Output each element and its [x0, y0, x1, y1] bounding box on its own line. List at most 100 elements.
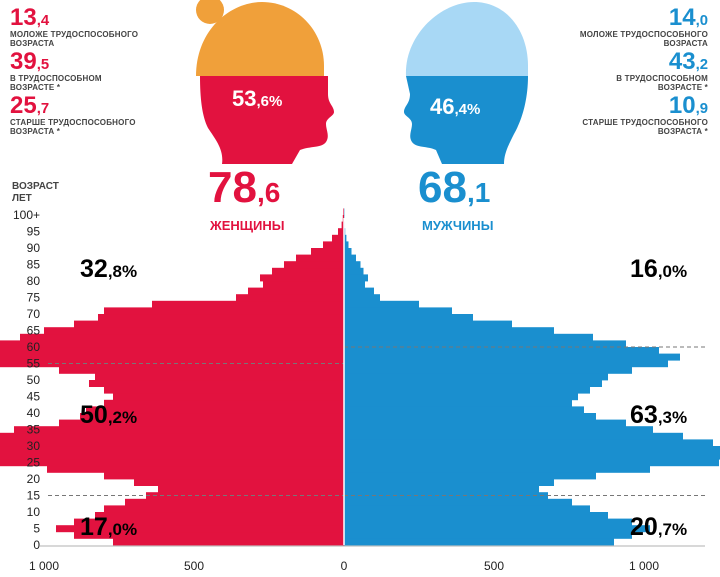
- women-pct-old: 32,8%: [80, 255, 137, 283]
- women-bars: [0, 208, 344, 546]
- women-bar-age-20: [104, 472, 344, 480]
- age-tick-label: 50: [27, 373, 41, 387]
- women-bar-age-24: [0, 459, 344, 467]
- men-bar-age-20: [344, 472, 596, 480]
- men-bar-age-64: [344, 327, 554, 335]
- men-label: МУЖЧИНЫ: [422, 218, 494, 233]
- men-bar-age-58: [344, 347, 659, 354]
- women-bar-age-26: [0, 452, 344, 460]
- men-bar-age-50: [344, 373, 608, 381]
- men-bar-age-56: [344, 353, 680, 361]
- women-pct-working: 50,2%: [80, 401, 137, 429]
- women-bar-age-84: [284, 261, 344, 269]
- women-stats: 13,4 МОЛОЖЕ ТРУДОСПОСОБНОГО ВОЗРАСТА 39,…: [10, 6, 160, 137]
- women-bar-age-76: [248, 287, 344, 295]
- women-stat-old-label: СТАРШЕ ТРУДОСПОСОБНОГО ВОЗРАСТА *: [10, 118, 136, 136]
- age-axis: 0 5 10 15 20 25 30 35 40 45 50 55 60 65 70 75 80 85 90 95 10…: [13, 208, 40, 552]
- women-bar-age-86: [296, 254, 344, 262]
- men-bar-age-82: [344, 267, 364, 275]
- men-pct-working: 63,3%: [630, 401, 687, 429]
- women-bar-age-44: [113, 393, 344, 401]
- men-bar-age-8: [344, 512, 608, 519]
- age-tick-label: 85: [27, 258, 41, 272]
- women-stat-young-label: МОЛОЖЕ ТРУДОСПОСОБНОГО ВОЗРАСТА: [10, 30, 139, 48]
- women-bar-age-72: [152, 300, 344, 308]
- men-bar-age-88: [344, 248, 352, 255]
- men-bar-age-24: [344, 459, 719, 467]
- age-tick-label: 0: [33, 538, 40, 552]
- age-tick-label: 70: [27, 307, 41, 321]
- women-bar-age-2: [74, 531, 344, 539]
- x-tick-label: 1 000: [629, 559, 659, 573]
- women-bar-age-32: [0, 432, 344, 440]
- men-stat-old-label: СТАРШЕ ТРУДОСПОСОБНОГО ВОЗРАСТА *: [582, 118, 708, 136]
- men-bar-age-4: [344, 525, 650, 533]
- men-bar-age-74: [344, 294, 380, 302]
- age-tick-label: 35: [27, 423, 41, 437]
- men-bar-age-70: [344, 307, 452, 315]
- women-bar-age-94: [338, 228, 344, 236]
- men-bars: [344, 208, 720, 546]
- age-tick-label: 30: [27, 439, 41, 453]
- men-stat-old-value: 10,9: [668, 92, 708, 119]
- men-bar-age-80: [344, 274, 368, 282]
- women-bar-age-16: [158, 485, 344, 493]
- men-stat-young-value: 14,0: [668, 4, 708, 31]
- women-bar-age-0: [113, 538, 344, 546]
- women-stat-old-value: 25,7: [10, 92, 50, 119]
- men-bar-age-40: [344, 406, 584, 414]
- men-bar-age-30: [344, 439, 713, 447]
- women-bar-age-18: [134, 479, 344, 486]
- men-head-pct: 46,4%: [430, 94, 480, 119]
- women-bar-age-62: [20, 333, 344, 341]
- men-stats: 14,0 МОЛОЖЕ ТРУДОСПОСОБНОГО ВОЗРАСТА 43,…: [558, 4, 708, 137]
- men-stat-working-value: 43,2: [668, 48, 708, 75]
- age-tick-label: 95: [27, 225, 41, 239]
- men-bar-age-12: [344, 498, 572, 506]
- women-total: 78,6: [208, 163, 281, 212]
- age-tick-label: 5: [33, 522, 40, 536]
- men-pct-old: 16,0%: [630, 255, 687, 283]
- age-tick-label: 45: [27, 390, 41, 404]
- men-bar-age-68: [344, 314, 473, 321]
- women-bar-age-46: [104, 386, 344, 394]
- age-tick-label: 60: [27, 340, 41, 354]
- men-bar-age-28: [344, 446, 720, 453]
- men-bar-age-84: [344, 261, 361, 269]
- female-head-icon: [196, 0, 334, 164]
- women-bar-age-42: [104, 399, 344, 407]
- women-bar-age-64: [44, 327, 344, 335]
- age-tick-label: 40: [27, 406, 41, 420]
- age-tick-label: 65: [27, 324, 41, 338]
- men-bar-age-78: [344, 281, 365, 288]
- women-bar-age-92: [332, 234, 344, 242]
- age-tick-label: 10: [27, 505, 41, 519]
- men-bar-age-44: [344, 393, 578, 401]
- men-bar-age-32: [344, 432, 683, 440]
- women-bar-age-58: [0, 347, 344, 354]
- dashed-age-lines: [48, 346, 706, 496]
- women-bar-age-88: [311, 248, 344, 255]
- men-bar-age-36: [344, 419, 626, 427]
- men-bar-age-66: [344, 320, 512, 328]
- age-tick-label: 75: [27, 291, 41, 305]
- men-bar-age-54: [344, 360, 668, 368]
- women-bar-age-74: [236, 294, 344, 302]
- men-bar-age-10: [344, 505, 590, 513]
- age-tick-label: 90: [27, 241, 41, 255]
- women-bar-age-10: [104, 505, 344, 513]
- men-bar-age-22: [344, 465, 650, 473]
- women-label: ЖЕНЩИНЫ: [210, 218, 285, 233]
- women-stat-working-label: В ТРУДОСПОСОБНОМ ВОЗРАСТЕ *: [10, 74, 102, 92]
- women-bar-age-4: [56, 525, 344, 533]
- men-bar-age-0: [344, 538, 614, 546]
- women-bar-age-22: [47, 465, 344, 473]
- women-bar-age-96: [341, 221, 344, 229]
- men-bar-age-62: [344, 333, 593, 341]
- women-bar-age-50: [95, 373, 344, 381]
- women-bar-age-60: [0, 340, 344, 348]
- women-bar-age-66: [74, 320, 344, 328]
- women-bar-age-40: [86, 406, 344, 414]
